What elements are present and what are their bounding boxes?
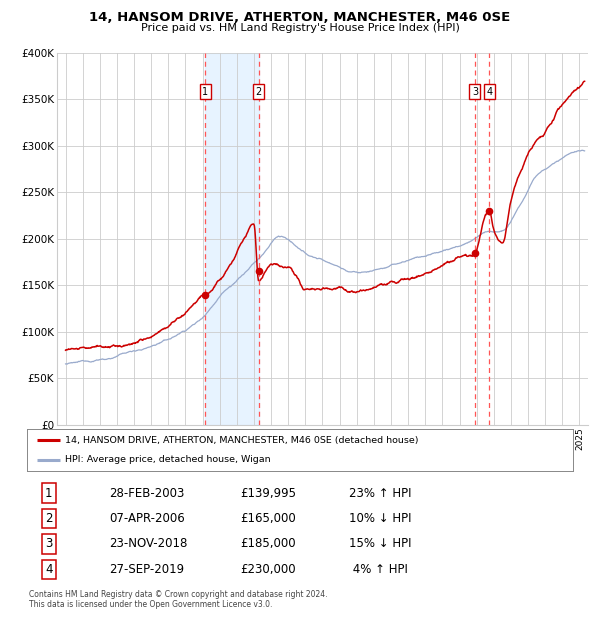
Text: 27-SEP-2019: 27-SEP-2019 [109, 563, 184, 576]
Bar [205, 53, 259, 425]
Text: 1: 1 [45, 487, 53, 500]
Text: 2: 2 [256, 87, 262, 97]
Text: 14, HANSOM DRIVE, ATHERTON, MANCHESTER, M46 0SE: 14, HANSOM DRIVE, ATHERTON, MANCHESTER, … [89, 11, 511, 24]
Text: £230,000: £230,000 [240, 563, 296, 576]
Text: Contains HM Land Registry data © Crown copyright and database right 2024.: Contains HM Land Registry data © Crown c… [29, 590, 328, 599]
Text: £139,995: £139,995 [240, 487, 296, 500]
Text: 07-APR-2006: 07-APR-2006 [109, 512, 185, 525]
Text: 1: 1 [202, 87, 208, 97]
Text: 14, HANSOM DRIVE, ATHERTON, MANCHESTER, M46 0SE (detached house): 14, HANSOM DRIVE, ATHERTON, MANCHESTER, … [65, 436, 419, 445]
Text: £185,000: £185,000 [240, 538, 296, 551]
Text: This data is licensed under the Open Government Licence v3.0.: This data is licensed under the Open Gov… [29, 600, 272, 609]
Text: 28-FEB-2003: 28-FEB-2003 [109, 487, 184, 500]
Text: 10% ↓ HPI: 10% ↓ HPI [349, 512, 412, 525]
Text: 3: 3 [472, 87, 478, 97]
Text: 15% ↓ HPI: 15% ↓ HPI [349, 538, 412, 551]
Text: 4% ↑ HPI: 4% ↑ HPI [349, 563, 408, 576]
Text: Price paid vs. HM Land Registry's House Price Index (HPI): Price paid vs. HM Land Registry's House … [140, 23, 460, 33]
Text: 4: 4 [45, 563, 53, 576]
Text: HPI: Average price, detached house, Wigan: HPI: Average price, detached house, Wiga… [65, 455, 271, 464]
Text: 23-NOV-2018: 23-NOV-2018 [109, 538, 187, 551]
Text: 3: 3 [45, 538, 53, 551]
Text: 2: 2 [45, 512, 53, 525]
Text: 23% ↑ HPI: 23% ↑ HPI [349, 487, 412, 500]
Text: £165,000: £165,000 [240, 512, 296, 525]
Text: 4: 4 [486, 87, 493, 97]
